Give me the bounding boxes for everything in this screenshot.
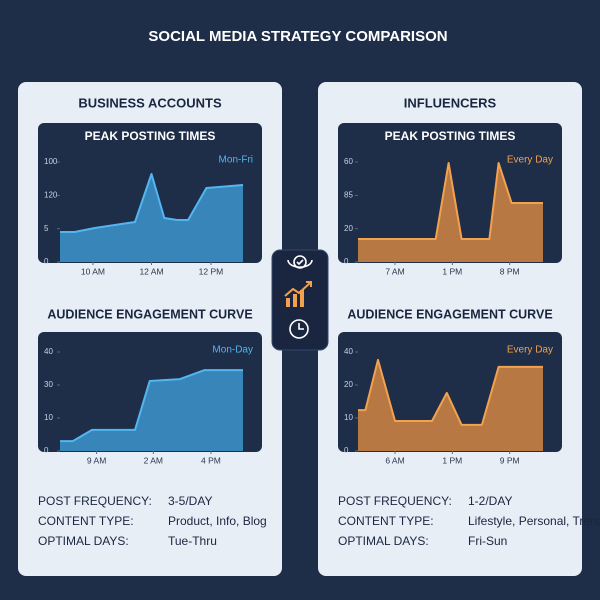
annotation: Mon-Fri (219, 155, 253, 166)
y-tick-label: 10 (44, 413, 53, 422)
x-tick-label: 9 PM (500, 455, 520, 465)
clock-icon (289, 319, 309, 339)
y-tick-label: 0 (44, 257, 49, 266)
stat-label: CONTENT TYPE: (38, 514, 134, 528)
x-tick-label: 1 PM (442, 266, 462, 276)
annotation: Mon-Day (212, 345, 253, 356)
y-tick-label: 85 (344, 190, 353, 199)
y-tick-label: 40 (344, 347, 353, 356)
stat-value: Tue-Thru (168, 534, 217, 548)
x-tick-label: 9 AM (87, 455, 106, 465)
stat-value: 3-5/DAY (168, 494, 212, 508)
x-tick-label: 12 AM (139, 266, 163, 276)
y-tick-label: 10 (344, 413, 353, 422)
chart-title: PEAK POSTING TIMES (385, 129, 516, 143)
stat-label: POST FREQUENCY: (38, 494, 152, 508)
target-icon (287, 255, 313, 269)
page-title: SOCIAL MEDIA STRATEGY COMPARISON (148, 28, 447, 45)
y-tick-label: 100 (44, 157, 58, 166)
y-tick-label: 120 (44, 190, 58, 199)
annotation: Every Day (507, 345, 553, 356)
y-tick-label: 5 (44, 224, 49, 233)
stat-value: Product, Info, Blog (168, 514, 267, 528)
y-tick-label: 0 (344, 446, 349, 455)
area-fill (60, 174, 243, 262)
y-tick-label: 0 (344, 257, 349, 266)
area-line (358, 358, 543, 426)
stat-value: 1-2/DAY (468, 494, 512, 508)
stat-value: Lifestyle, Personal, Trend (468, 514, 600, 528)
chart-title: PEAK POSTING TIMES (85, 129, 216, 143)
x-tick-label: 1 PM (442, 455, 462, 465)
chart-title: AUDIENCE ENGAGEMENT CURVE (347, 307, 552, 321)
area-line (60, 173, 244, 233)
area-fill (358, 163, 543, 262)
chart-title: AUDIENCE ENGAGEMENT CURVE (47, 307, 252, 321)
y-tick-label: 0 (44, 446, 49, 455)
x-tick-label: 6 AM (385, 455, 404, 465)
x-tick-label: 2 AM (144, 455, 163, 465)
stat-label: POST FREQUENCY: (338, 494, 452, 508)
x-tick-label: 10 AM (81, 266, 105, 276)
stat-value: Fri-Sun (468, 534, 507, 548)
y-tick-label: 30 (44, 380, 53, 389)
x-tick-label: 7 AM (385, 266, 404, 276)
area-line (60, 369, 243, 443)
y-tick-label: 20 (344, 224, 353, 233)
x-tick-label: 4 PM (201, 455, 221, 465)
y-tick-label: 60 (344, 157, 353, 166)
x-tick-label: 8 PM (500, 266, 520, 276)
stat-label: OPTIMAL DAYS: (338, 534, 429, 548)
card-heading: INFLUENCERS (404, 95, 497, 110)
stat-label: CONTENT TYPE: (338, 514, 434, 528)
area-fill (358, 359, 543, 451)
growth-icon (284, 281, 312, 307)
area-line (358, 162, 543, 240)
icon-strip (271, 249, 329, 351)
y-tick-label: 40 (44, 347, 53, 356)
annotation: Every Day (507, 155, 553, 166)
stat-label: OPTIMAL DAYS: (38, 534, 129, 548)
x-tick-label: 12 PM (199, 266, 224, 276)
y-tick-label: 20 (344, 380, 353, 389)
card-heading: BUSINESS ACCOUNTS (78, 95, 222, 110)
